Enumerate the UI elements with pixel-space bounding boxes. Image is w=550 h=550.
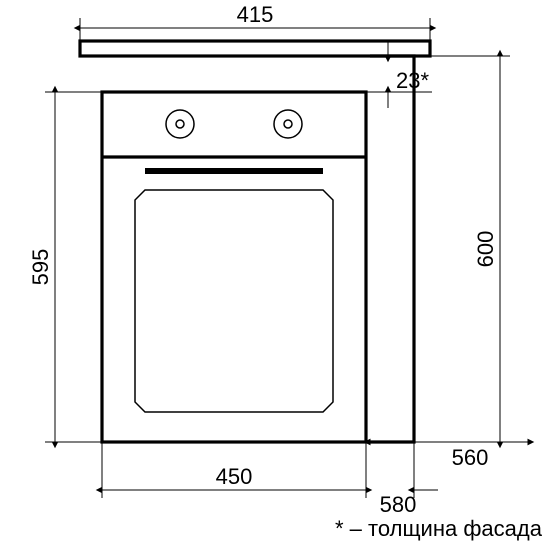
oven-outer [102,92,366,442]
dim-height-600: 600 [414,56,510,442]
dim-23-label: 23* [396,68,429,93]
knob-left [166,110,194,138]
dim-450-label: 450 [216,464,253,489]
dim-560-label: 560 [452,445,489,470]
dim-height-595: 595 [28,92,102,442]
right-panel [370,56,414,442]
footnote-text: * – толщина фасада [335,516,543,541]
dim-595-label: 595 [28,249,53,286]
dim-600-label: 600 [473,231,498,268]
dim-offset-23: 23* [366,40,432,108]
counter-top [80,41,430,56]
oven-door-glass [135,190,333,412]
dim-depth-580: 580 [380,442,438,517]
dim-top-415: 415 [80,2,430,41]
dim-580-label: 580 [380,492,417,517]
oven-handle [145,168,323,174]
dim-415-label: 415 [237,2,274,27]
dim-width-450: 450 [102,442,366,498]
oven-dimension-diagram: 415 23* 595 600 450 580 56 [0,0,550,550]
dim-depth-560: 560 [370,442,528,470]
knob-right [274,110,302,138]
